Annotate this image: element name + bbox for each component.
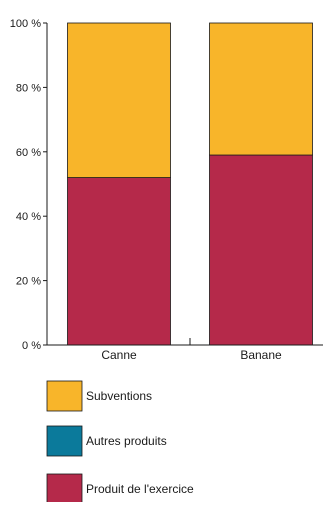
bar-segment — [67, 177, 171, 346]
legend-swatch — [46, 425, 83, 457]
bar-segment — [209, 154, 313, 346]
legend-label: Subventions — [86, 389, 152, 403]
y-tick-label: 80 % — [16, 82, 41, 94]
bar-segment — [209, 22, 313, 156]
legend-swatch — [46, 473, 83, 505]
bar-segment — [67, 22, 171, 178]
legend-label: Produit de l'exercice — [86, 482, 194, 496]
legend-swatch — [46, 380, 83, 412]
y-tick-label: 0 % — [22, 340, 41, 352]
legend-label: Autres produits — [86, 434, 167, 448]
y-tick-label: 40 % — [16, 211, 41, 223]
x-tick-label: Banane — [240, 348, 282, 362]
y-tick-label: 60 % — [16, 147, 41, 159]
x-tick-label: Canne — [101, 348, 137, 362]
y-tick-label: 100 % — [10, 18, 41, 30]
y-tick-label: 20 % — [16, 276, 41, 288]
